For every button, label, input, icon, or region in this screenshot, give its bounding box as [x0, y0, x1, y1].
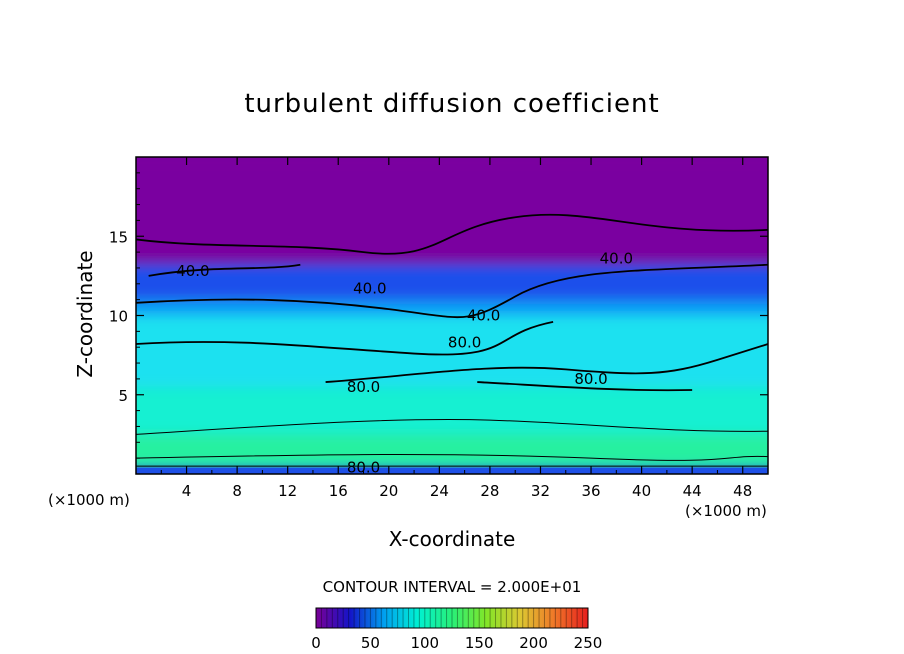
x-tick-label: 4 — [182, 482, 192, 500]
contour-line — [477, 381, 693, 392]
y-axis-ticks: 5 10 15 — [109, 172, 768, 459]
y-tick-label: 10 — [109, 308, 128, 326]
contour-line — [136, 263, 768, 319]
x-tick-label: 24 — [430, 482, 449, 500]
colorbar-label: 200 — [519, 634, 548, 652]
colorbar-frame — [315, 607, 589, 629]
colorbar-label: 100 — [410, 634, 439, 652]
x-tick-label: 28 — [480, 482, 499, 500]
field-band — [136, 434, 768, 468]
contour-label: 80.0 — [574, 370, 607, 388]
x-axis-ticks: 4 8 12 16 20 24 28 32 36 40 44 48 — [160, 157, 752, 500]
contour-lines — [136, 213, 768, 467]
contour-label: 80.0 — [448, 333, 481, 351]
contour-interval-label: CONTOUR INTERVAL = 2.000E+01 — [323, 578, 582, 596]
x-tick-label: 48 — [733, 482, 752, 500]
y-axis-label: Z-coordinate — [73, 250, 97, 377]
field-layer — [136, 157, 768, 474]
contour-line — [136, 320, 554, 356]
plot-area: 40.0 40.0 40.0 40.0 80.0 80.0 80.0 80.0 — [135, 156, 769, 477]
contour-line — [148, 263, 301, 277]
field-band — [136, 157, 768, 265]
x-tick-label: 8 — [232, 482, 242, 500]
x-tick-label: 32 — [531, 482, 550, 500]
colorbar: 0 50 100 150 200 250 — [311, 607, 602, 652]
surface-band — [136, 467, 768, 474]
colorbar-label: 250 — [574, 634, 603, 652]
field-band — [136, 299, 768, 316]
colorbar-label: 50 — [361, 634, 380, 652]
field-band — [136, 386, 768, 435]
contour-labels: 40.0 40.0 40.0 40.0 80.0 80.0 80.0 80.0 — [176, 249, 633, 476]
contour-label: 40.0 — [353, 280, 386, 298]
contour-label: 80.0 — [347, 378, 380, 396]
colorbar-label: 150 — [465, 634, 494, 652]
x-tick-label: 40 — [632, 482, 651, 500]
y-tick-label: 5 — [118, 387, 128, 405]
x-tick-label: 44 — [683, 482, 702, 500]
colorbar-gradient — [316, 608, 588, 628]
y-tick-label: 15 — [109, 228, 128, 246]
x-tick-label: 16 — [329, 482, 348, 500]
contour-line — [136, 419, 768, 435]
x-tick-label: 36 — [581, 482, 600, 500]
contour-label: 40.0 — [176, 262, 209, 280]
x-unit-left: (×1000 m) — [48, 491, 130, 509]
contour-line — [325, 343, 768, 383]
colorbar-labels: 0 50 100 150 200 250 — [311, 634, 602, 652]
chart-title: turbulent diffusion coefficient — [244, 89, 659, 119]
x-tick-label: 20 — [379, 482, 398, 500]
colorbar-stripes — [320, 608, 584, 628]
contour-label: 80.0 — [347, 459, 380, 477]
field-band — [136, 315, 768, 387]
contour-label: 40.0 — [467, 307, 500, 325]
contour-line — [136, 453, 768, 461]
x-tick-label: 12 — [278, 482, 297, 500]
contour-label: 40.0 — [600, 249, 633, 267]
colorbar-label: 0 — [311, 634, 321, 652]
x-axis-label: X-coordinate — [389, 527, 516, 551]
contour-line — [136, 213, 768, 255]
x-unit-right: (×1000 m) — [685, 502, 767, 520]
